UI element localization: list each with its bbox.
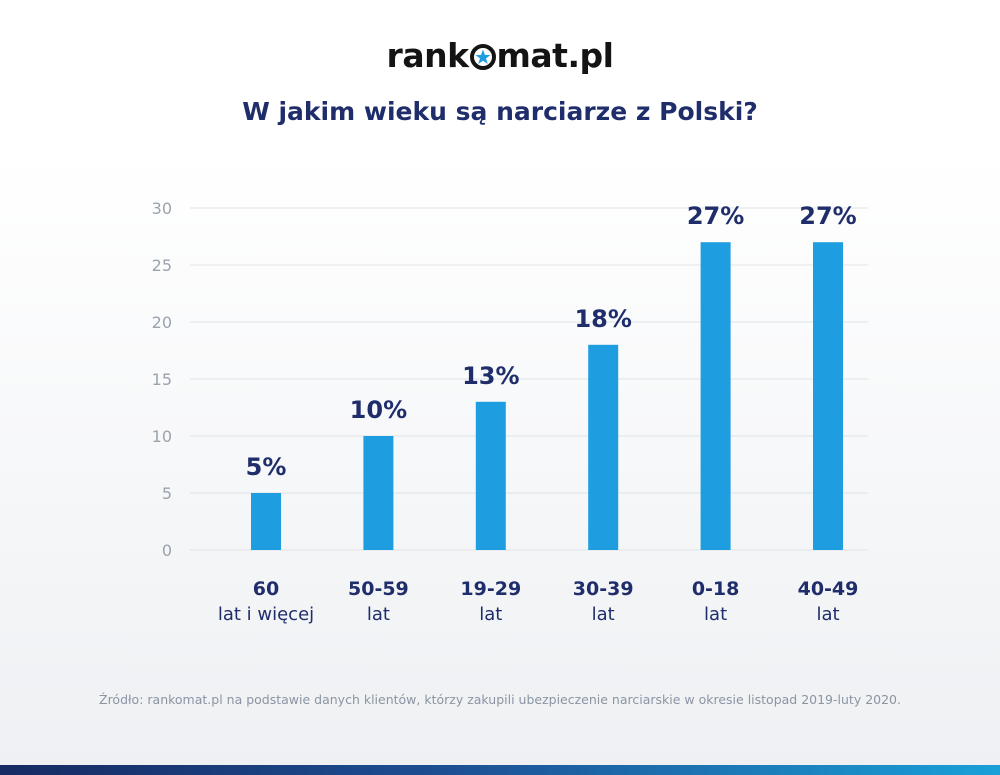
x-tick-label: 0-18: [692, 578, 740, 600]
logo-text-end: mat.pl: [496, 36, 614, 75]
bottom-accent-bar: [0, 765, 1000, 775]
bar: [251, 493, 281, 550]
y-tick-label: 10: [152, 427, 172, 446]
x-tick-sublabel: lat: [704, 604, 727, 625]
data-label: 27%: [799, 202, 856, 230]
bar: [475, 401, 506, 550]
y-tick-label: 5: [162, 484, 172, 503]
bar: [363, 436, 394, 550]
star-in-circle-icon: [469, 39, 496, 78]
data-label: 27%: [687, 202, 744, 230]
logo-text-start: rank: [386, 36, 469, 75]
x-tick-sublabel: lat: [367, 604, 390, 625]
data-label: 18%: [574, 305, 631, 333]
bar: [588, 344, 619, 550]
bar-chart: 0 5 10 15 20 25 30 5% 60 lat i więcej 10% 50-59 lat 1…: [152, 199, 868, 625]
brand-logo: rank mat.pl: [0, 36, 1000, 78]
data-label: 5%: [246, 453, 287, 481]
x-tick-label: 19-29: [460, 578, 521, 600]
y-tick-label: 20: [152, 313, 172, 332]
y-tick-label: 15: [152, 370, 172, 389]
x-tick-label: 30-39: [573, 578, 634, 600]
source-note: Źródło: rankomat.pl na podstawie danych …: [99, 692, 901, 707]
chart-title: W jakim wieku są narciarze z Polski?: [242, 97, 758, 126]
bar: [813, 242, 843, 550]
x-tick-sublabel: lat: [592, 604, 615, 625]
x-tick-sublabel: lat: [816, 604, 839, 625]
y-tick-label: 0: [162, 541, 172, 560]
x-tick-label: 40-49: [798, 578, 859, 600]
y-tick-label: 25: [152, 256, 172, 275]
x-tick-label: 50-59: [348, 578, 409, 600]
bar: [700, 242, 731, 550]
data-label: 10%: [350, 396, 407, 424]
data-label: 13%: [462, 362, 519, 390]
y-tick-label: 30: [152, 199, 172, 218]
x-tick-sublabel: lat: [479, 604, 502, 625]
x-tick-label: 60: [253, 578, 279, 600]
x-tick-sublabel: lat i więcej: [218, 604, 314, 625]
